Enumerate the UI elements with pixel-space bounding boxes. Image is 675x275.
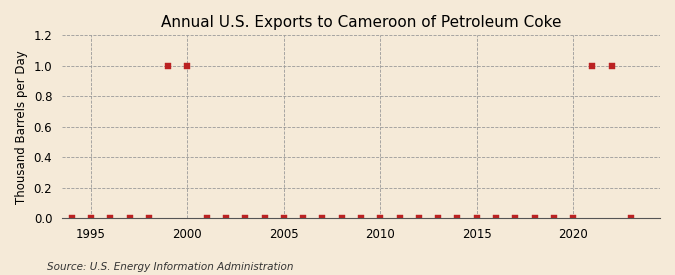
Y-axis label: Thousand Barrels per Day: Thousand Barrels per Day (15, 50, 28, 204)
Text: Source: U.S. Energy Information Administration: Source: U.S. Energy Information Administ… (47, 262, 294, 272)
Title: Annual U.S. Exports to Cameroon of Petroleum Coke: Annual U.S. Exports to Cameroon of Petro… (161, 15, 562, 30)
